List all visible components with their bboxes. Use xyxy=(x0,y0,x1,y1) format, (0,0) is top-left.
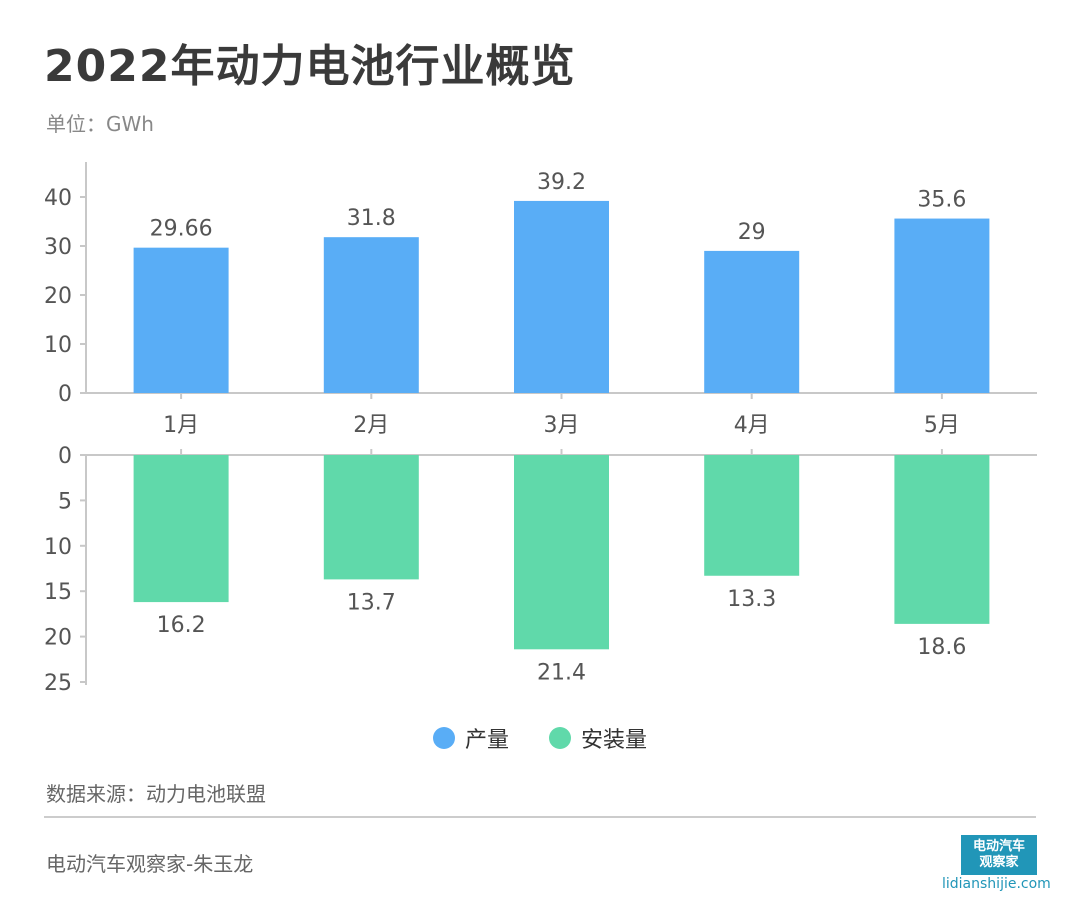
production-bar xyxy=(894,218,990,393)
top-y-tick-label: 10 xyxy=(44,333,72,358)
data-source: 数据来源：动力电池联盟 xyxy=(46,782,266,806)
x-tick-label: 5月 xyxy=(924,413,960,438)
x-tick-label: 3月 xyxy=(544,413,580,438)
installation-bar xyxy=(704,455,800,576)
bottom-y-tick-label: 5 xyxy=(58,489,72,514)
bottom-y-tick-label: 20 xyxy=(44,626,72,651)
logo-site: lidianshijie.com xyxy=(942,876,1051,892)
production-value-label: 31.8 xyxy=(347,206,396,231)
installation-bar xyxy=(323,455,419,580)
logo: 电动汽车观察家 xyxy=(961,835,1037,875)
production-value-label: 35.6 xyxy=(917,188,966,213)
production-bar xyxy=(514,200,609,393)
production-value-label: 29.66 xyxy=(150,217,213,242)
author: 电动汽车观察家-朱玉龙 xyxy=(46,852,254,876)
legend: 产量 安装量 xyxy=(0,722,1080,754)
bottom-y-tick-label: 0 xyxy=(58,444,72,469)
x-tick-label: 1月 xyxy=(163,413,199,438)
top-y-tick-label: 30 xyxy=(44,235,72,260)
top-y-tick-label: 40 xyxy=(44,186,72,211)
divider xyxy=(44,816,1036,818)
legend-item-installation[interactable]: 安装量 xyxy=(549,722,647,754)
legend-label: 安装量 xyxy=(581,728,648,753)
top-y-tick-label: 20 xyxy=(44,284,72,309)
top-y-tick-label: 0 xyxy=(58,382,72,407)
x-tick-label: 4月 xyxy=(734,413,770,438)
legend-dot-production-icon xyxy=(432,727,455,749)
x-tick-label: 2月 xyxy=(353,413,389,438)
installation-value-label: 21.4 xyxy=(537,660,586,685)
legend-dot-installation-icon xyxy=(549,727,571,749)
installation-bar xyxy=(133,455,229,603)
installation-value-label: 13.3 xyxy=(727,587,776,612)
installation-bar xyxy=(894,455,990,624)
unit-label: 单位：GWh xyxy=(46,112,154,136)
production-bar xyxy=(323,237,419,393)
legend-item-production[interactable]: 产量 xyxy=(432,722,509,754)
production-value-label: 29 xyxy=(738,220,766,245)
bottom-y-tick-label: 15 xyxy=(44,580,72,605)
bottom-y-tick-label: 25 xyxy=(44,671,72,696)
page-title: 2022年动力电池行业概览 xyxy=(44,41,576,92)
installation-bar xyxy=(514,455,609,650)
installation-value-label: 16.2 xyxy=(157,613,206,638)
installation-value-label: 13.7 xyxy=(347,590,396,615)
bottom-y-tick-label: 10 xyxy=(44,535,72,560)
installation-value-label: 18.6 xyxy=(917,635,966,660)
production-value-label: 39.2 xyxy=(537,170,586,195)
production-bar xyxy=(704,250,800,393)
production-bar xyxy=(133,247,229,393)
legend-label: 产量 xyxy=(464,728,509,753)
